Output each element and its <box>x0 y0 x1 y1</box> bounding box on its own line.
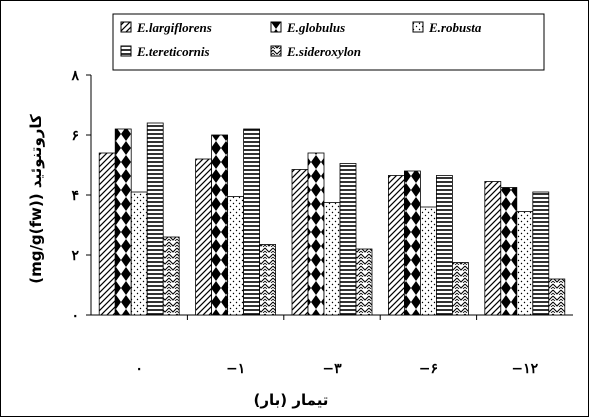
bar-elargiflorens-3 <box>387 175 405 316</box>
x-tick-label: −۱۲ <box>511 361 538 377</box>
bar-esideroxylon-3 <box>451 262 469 316</box>
x-axis-title: تیمار (بار) <box>254 391 329 409</box>
bar-erobusta-0 <box>130 191 148 316</box>
bar-esideroxylon-4 <box>548 278 566 316</box>
bar-erobusta-4 <box>516 211 534 316</box>
bar-erobusta-1 <box>227 196 245 316</box>
legend-swatch-esideroxylon <box>270 45 282 57</box>
bar-etereticornis-3 <box>435 175 453 316</box>
legend-swatch-elargiflorens <box>120 21 132 33</box>
bar-etereticornis-1 <box>243 128 261 316</box>
plot-area: ۰ ۲ ۴ ۶ ۸ ۰ −۱ −۳ −۶ −۱۲ <box>70 68 573 377</box>
x-tick-label: ۰ <box>135 361 143 377</box>
bar-esideroxylon-2 <box>355 248 373 316</box>
bar-eglobulus-0 <box>114 128 132 316</box>
legend-label: E.globulus <box>286 20 345 35</box>
bar-esideroxylon-0 <box>162 236 180 316</box>
x-tick-label: −۶ <box>419 361 438 377</box>
legend-label: E.sideroxylon <box>286 44 361 59</box>
bar-etereticornis-4 <box>532 191 550 316</box>
bar-etereticornis-0 <box>146 122 164 316</box>
legend-label: E.tereticornis <box>136 44 210 59</box>
bar-esideroxylon-1 <box>259 244 277 316</box>
legend-label: E.robusta <box>428 20 482 35</box>
bar-erobusta-2 <box>323 202 341 316</box>
y-axis-ticks: ۰ ۲ ۴ ۶ ۸ <box>70 68 91 324</box>
legend-swatch-erobusta <box>412 21 424 33</box>
legend: E.largiflorens E.globulus E.robusta E.teret… <box>112 13 545 71</box>
legend-swatch-etereticornis <box>120 45 132 57</box>
y-tick-label: ۶ <box>71 128 79 144</box>
y-tick-label: ۴ <box>71 188 79 204</box>
bar-elargiflorens-0 <box>98 152 116 316</box>
bar-elargiflorens-1 <box>195 158 213 316</box>
y-tick-label: ۰ <box>71 308 79 324</box>
legend-box <box>112 13 545 71</box>
bar-eglobulus-1 <box>211 134 229 316</box>
bar-eglobulus-4 <box>500 187 518 316</box>
x-axis-ticks: ۰ −۱ −۳ −۶ −۱۲ <box>135 315 539 377</box>
bar-elargiflorens-4 <box>484 181 502 316</box>
bar-eglobulus-2 <box>307 152 325 316</box>
x-tick-label: −۳ <box>322 361 342 377</box>
legend-label: E.largiflorens <box>136 20 212 35</box>
y-tick-label: ۸ <box>70 68 79 84</box>
y-axis-title: (mg/g(fw)) کاروتنوئید <box>27 114 45 284</box>
bar-etereticornis-2 <box>339 163 357 316</box>
y-tick-label: ۲ <box>71 248 79 264</box>
bars <box>98 122 566 316</box>
legend-swatch-eglobulus <box>270 21 282 33</box>
bar-elargiflorens-2 <box>291 169 309 316</box>
bar-eglobulus-3 <box>403 170 421 316</box>
x-tick-label: −۱ <box>226 361 245 377</box>
bar-erobusta-3 <box>419 206 437 316</box>
